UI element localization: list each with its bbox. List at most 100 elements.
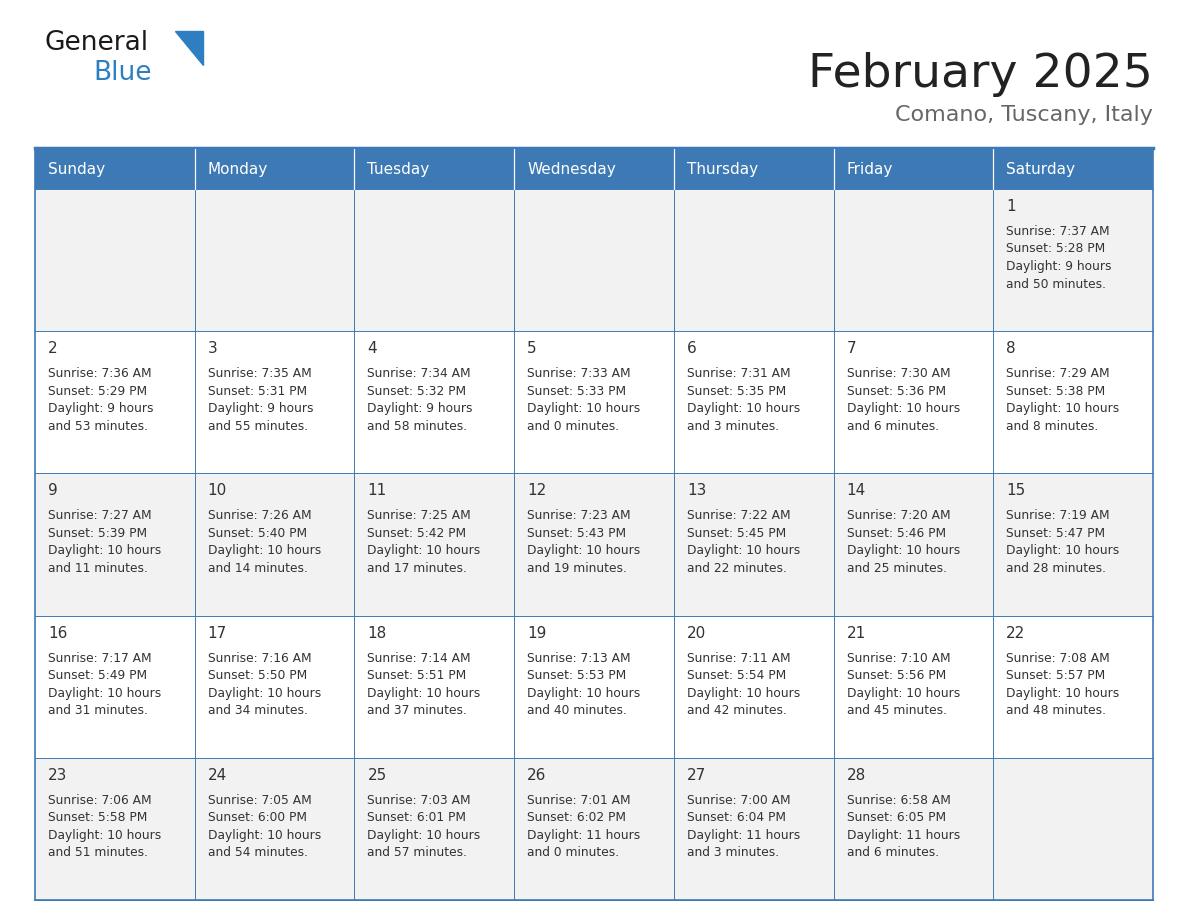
Bar <box>674 331 834 474</box>
Bar <box>514 149 674 189</box>
Text: Daylight: 10 hours: Daylight: 10 hours <box>847 544 960 557</box>
Text: Daylight: 9 hours: Daylight: 9 hours <box>367 402 473 415</box>
Text: 10: 10 <box>208 484 227 498</box>
Text: Daylight: 10 hours: Daylight: 10 hours <box>208 544 321 557</box>
Bar <box>195 616 354 757</box>
Text: and 34 minutes.: and 34 minutes. <box>208 704 308 717</box>
Text: Sunrise: 7:01 AM: Sunrise: 7:01 AM <box>527 794 631 807</box>
Bar <box>354 189 514 331</box>
Bar <box>195 474 354 616</box>
Text: Monday: Monday <box>208 162 268 176</box>
Text: 24: 24 <box>208 767 227 783</box>
Text: and 17 minutes.: and 17 minutes. <box>367 562 467 575</box>
Text: and 6 minutes.: and 6 minutes. <box>847 420 939 432</box>
Text: Daylight: 9 hours: Daylight: 9 hours <box>1006 260 1112 273</box>
Text: Sunset: 6:02 PM: Sunset: 6:02 PM <box>527 812 626 824</box>
Text: 27: 27 <box>687 767 706 783</box>
Text: and 31 minutes.: and 31 minutes. <box>48 704 147 717</box>
Text: 14: 14 <box>847 484 866 498</box>
Text: 12: 12 <box>527 484 546 498</box>
Text: General: General <box>45 30 150 56</box>
Text: Sunset: 5:31 PM: Sunset: 5:31 PM <box>208 385 307 397</box>
Text: 19: 19 <box>527 625 546 641</box>
Text: Sunset: 5:45 PM: Sunset: 5:45 PM <box>687 527 786 540</box>
Text: and 37 minutes.: and 37 minutes. <box>367 704 467 717</box>
Text: February 2025: February 2025 <box>808 52 1154 97</box>
Text: 11: 11 <box>367 484 386 498</box>
Text: and 28 minutes.: and 28 minutes. <box>1006 562 1106 575</box>
Bar <box>354 331 514 474</box>
Text: Sunrise: 7:17 AM: Sunrise: 7:17 AM <box>48 652 152 665</box>
Bar <box>834 189 993 331</box>
Text: Sunrise: 7:27 AM: Sunrise: 7:27 AM <box>48 509 152 522</box>
Text: Wednesday: Wednesday <box>527 162 615 176</box>
Text: Daylight: 10 hours: Daylight: 10 hours <box>48 687 162 700</box>
Text: Sunrise: 7:30 AM: Sunrise: 7:30 AM <box>847 367 950 380</box>
Text: Sunrise: 7:11 AM: Sunrise: 7:11 AM <box>687 652 790 665</box>
Text: Sunrise: 7:06 AM: Sunrise: 7:06 AM <box>48 794 152 807</box>
Text: Sunrise: 7:26 AM: Sunrise: 7:26 AM <box>208 509 311 522</box>
Text: Daylight: 11 hours: Daylight: 11 hours <box>527 829 640 842</box>
Bar <box>834 331 993 474</box>
Text: Sunrise: 7:31 AM: Sunrise: 7:31 AM <box>687 367 790 380</box>
Text: Sunset: 5:33 PM: Sunset: 5:33 PM <box>527 385 626 397</box>
Text: 18: 18 <box>367 625 386 641</box>
Text: Sunrise: 7:13 AM: Sunrise: 7:13 AM <box>527 652 631 665</box>
Bar <box>195 149 354 189</box>
Text: Sunset: 5:36 PM: Sunset: 5:36 PM <box>847 385 946 397</box>
Bar <box>674 474 834 616</box>
Text: and 11 minutes.: and 11 minutes. <box>48 562 147 575</box>
Text: Daylight: 10 hours: Daylight: 10 hours <box>527 544 640 557</box>
Text: Sunrise: 7:34 AM: Sunrise: 7:34 AM <box>367 367 472 380</box>
Text: Sunrise: 7:16 AM: Sunrise: 7:16 AM <box>208 652 311 665</box>
Text: 7: 7 <box>847 341 857 356</box>
Text: Daylight: 10 hours: Daylight: 10 hours <box>1006 687 1119 700</box>
Text: Sunset: 5:53 PM: Sunset: 5:53 PM <box>527 669 626 682</box>
Text: 16: 16 <box>48 625 68 641</box>
Bar <box>993 616 1154 757</box>
Text: and 22 minutes.: and 22 minutes. <box>687 562 786 575</box>
Text: Sunrise: 7:00 AM: Sunrise: 7:00 AM <box>687 794 790 807</box>
Text: Saturday: Saturday <box>1006 162 1075 176</box>
Text: Daylight: 10 hours: Daylight: 10 hours <box>687 687 800 700</box>
Text: Friday: Friday <box>847 162 893 176</box>
Bar <box>195 331 354 474</box>
Text: 28: 28 <box>847 767 866 783</box>
Text: Sunrise: 7:37 AM: Sunrise: 7:37 AM <box>1006 225 1110 238</box>
Bar <box>993 331 1154 474</box>
Text: 5: 5 <box>527 341 537 356</box>
Text: Sunset: 5:39 PM: Sunset: 5:39 PM <box>48 527 147 540</box>
Text: Sunrise: 7:20 AM: Sunrise: 7:20 AM <box>847 509 950 522</box>
Text: and 3 minutes.: and 3 minutes. <box>687 420 779 432</box>
Text: Blue: Blue <box>93 60 152 86</box>
Text: and 14 minutes.: and 14 minutes. <box>208 562 308 575</box>
Text: 21: 21 <box>847 625 866 641</box>
Text: 22: 22 <box>1006 625 1025 641</box>
Text: Sunset: 5:43 PM: Sunset: 5:43 PM <box>527 527 626 540</box>
Text: Thursday: Thursday <box>687 162 758 176</box>
Text: Daylight: 10 hours: Daylight: 10 hours <box>847 687 960 700</box>
Text: Sunset: 6:05 PM: Sunset: 6:05 PM <box>847 812 946 824</box>
Text: Sunset: 5:38 PM: Sunset: 5:38 PM <box>1006 385 1106 397</box>
Bar <box>354 757 514 900</box>
Text: Sunset: 5:49 PM: Sunset: 5:49 PM <box>48 669 147 682</box>
Text: Daylight: 10 hours: Daylight: 10 hours <box>1006 544 1119 557</box>
Bar <box>674 757 834 900</box>
Text: Daylight: 10 hours: Daylight: 10 hours <box>527 402 640 415</box>
Text: and 0 minutes.: and 0 minutes. <box>527 420 619 432</box>
Text: and 58 minutes.: and 58 minutes. <box>367 420 468 432</box>
Bar <box>834 616 993 757</box>
Text: 25: 25 <box>367 767 386 783</box>
Bar <box>354 149 514 189</box>
Text: 2: 2 <box>48 341 58 356</box>
Bar <box>834 757 993 900</box>
Bar <box>514 331 674 474</box>
Bar <box>195 189 354 331</box>
Text: and 55 minutes.: and 55 minutes. <box>208 420 308 432</box>
Text: and 0 minutes.: and 0 minutes. <box>527 846 619 859</box>
Text: 8: 8 <box>1006 341 1016 356</box>
Text: and 57 minutes.: and 57 minutes. <box>367 846 467 859</box>
Text: 1: 1 <box>1006 199 1016 214</box>
Bar <box>674 189 834 331</box>
Text: Sunset: 5:35 PM: Sunset: 5:35 PM <box>687 385 786 397</box>
